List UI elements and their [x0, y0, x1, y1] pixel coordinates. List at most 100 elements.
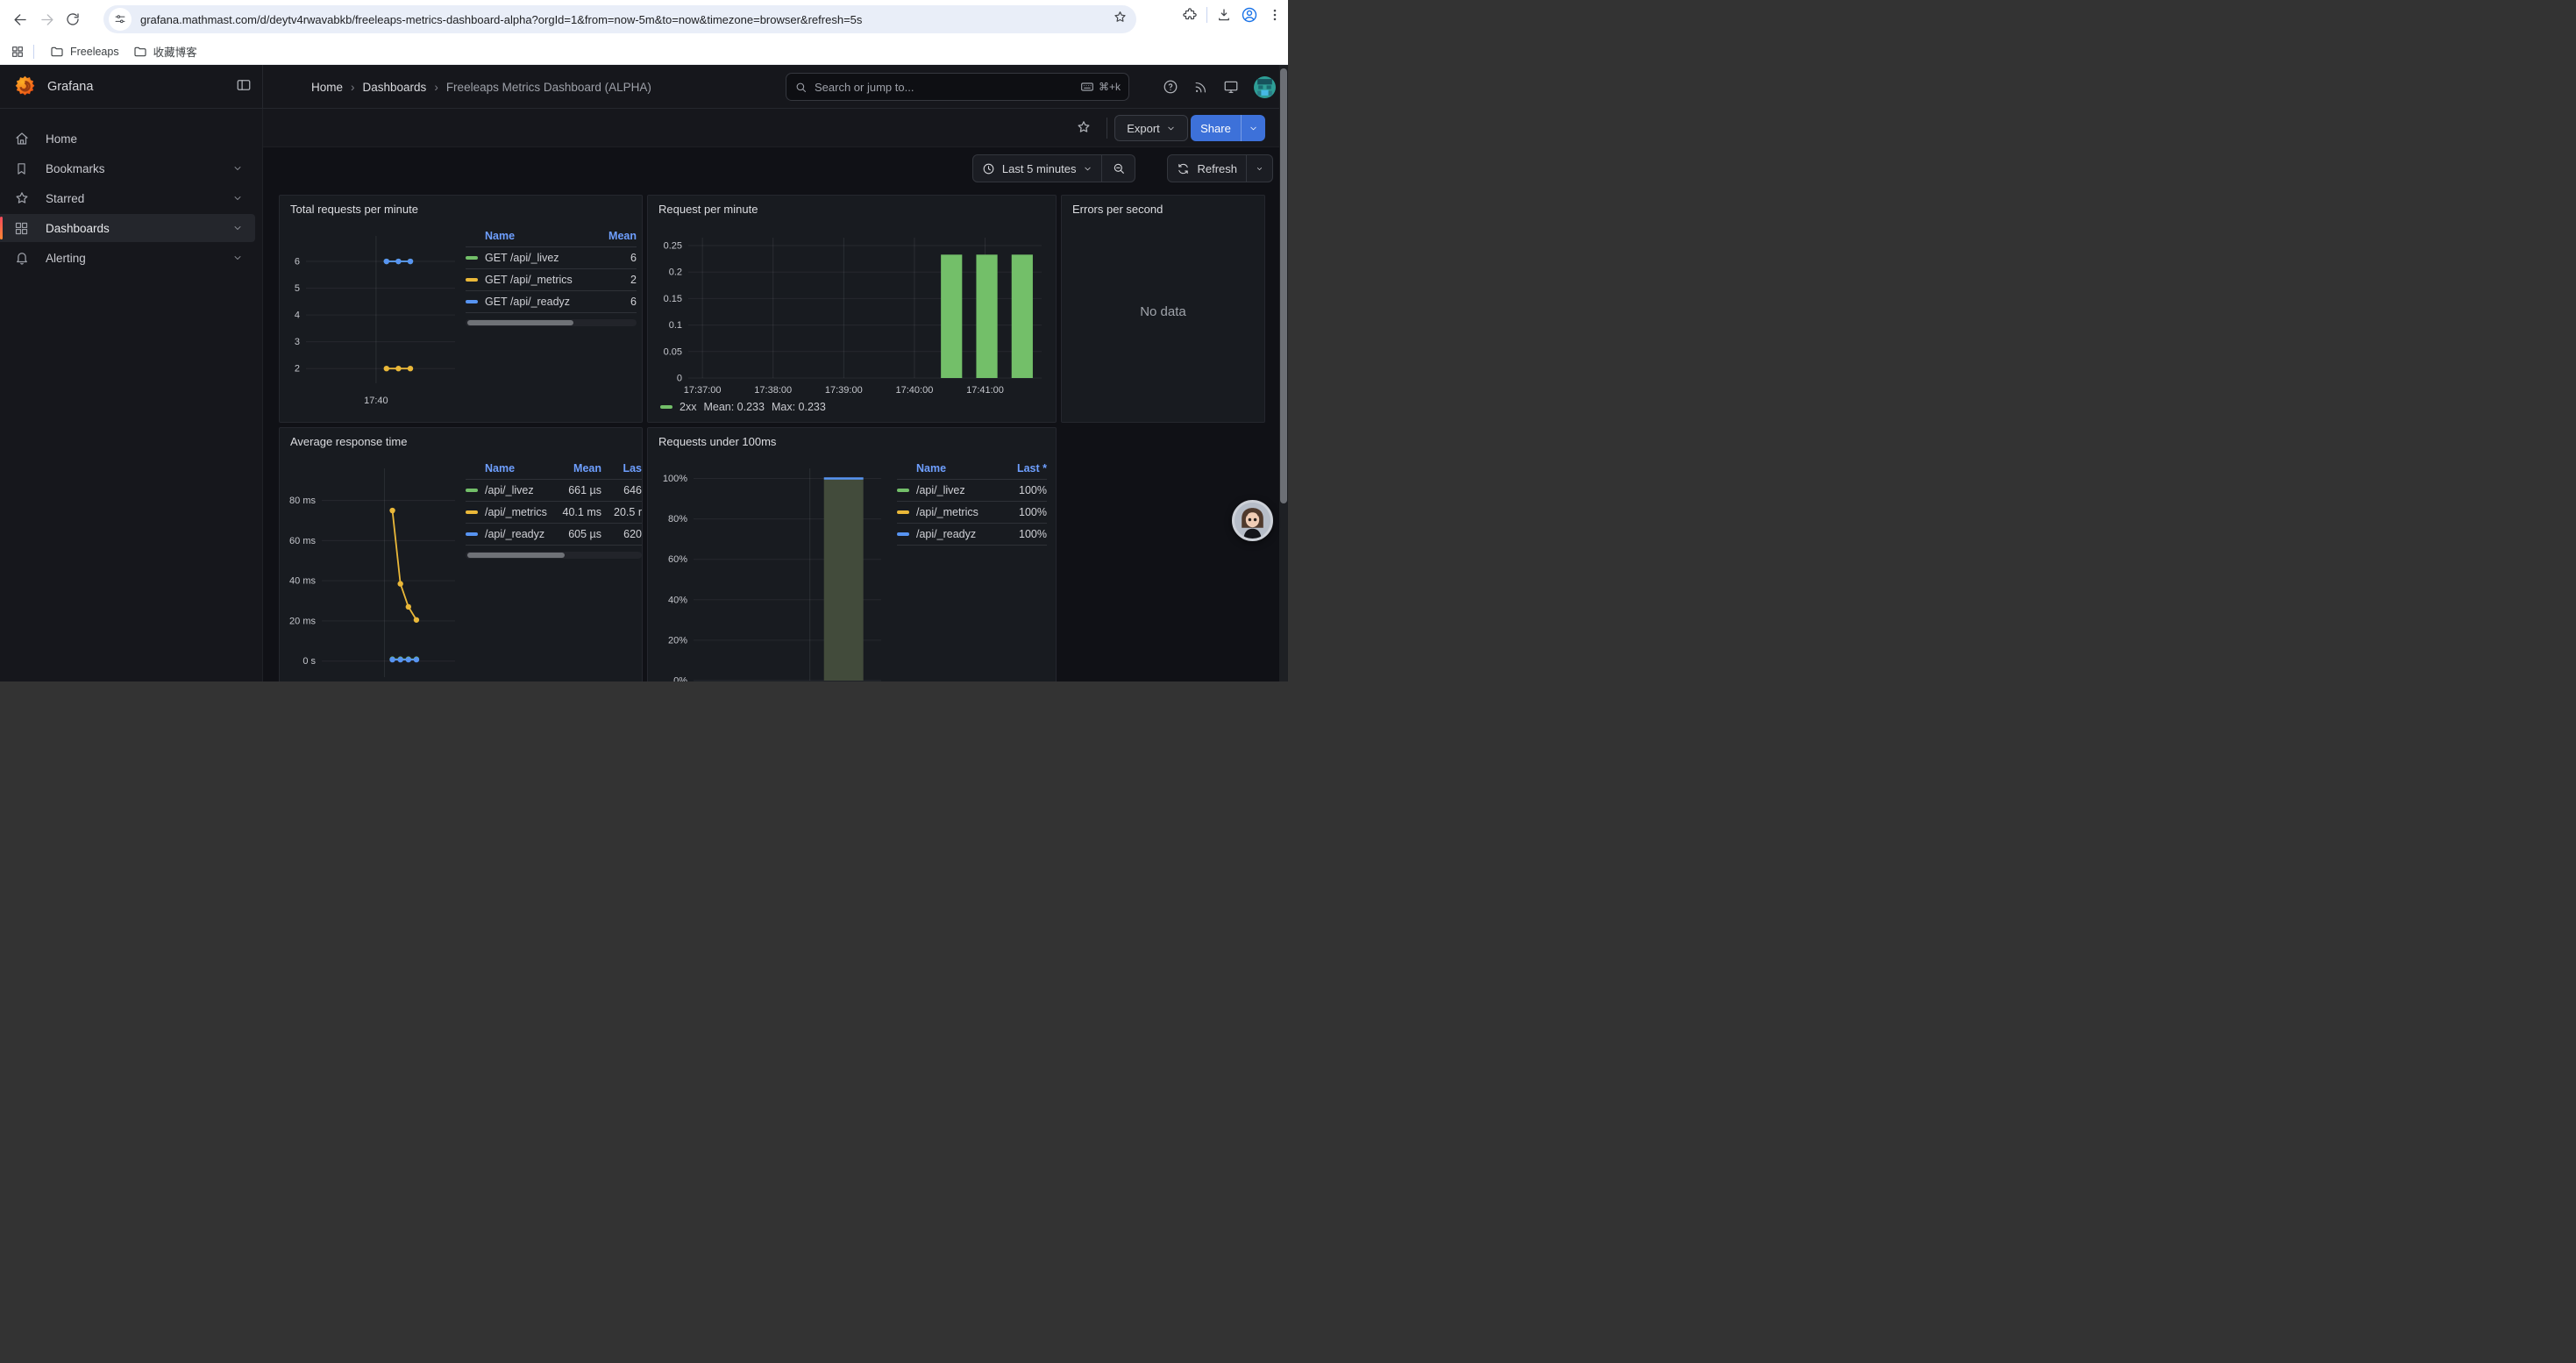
reload-button[interactable] — [60, 6, 86, 32]
site-settings-icon[interactable] — [109, 8, 132, 31]
forward-button[interactable] — [33, 6, 60, 32]
grafana-logo[interactable] — [13, 75, 37, 98]
legend-row: /api/_readyz100% — [897, 524, 1047, 546]
browser-menu-icon[interactable] — [1267, 7, 1283, 23]
series-swatch — [466, 489, 478, 492]
legend-row: /api/_readyz605 µs620 — [466, 524, 642, 546]
svg-text:0.15: 0.15 — [664, 294, 682, 304]
chevron-down-icon[interactable] — [232, 223, 243, 233]
folder-icon — [50, 45, 64, 59]
series-name[interactable]: /api/_readyz — [897, 528, 996, 540]
bookmark-folder-blogs[interactable]: 收藏博客 — [126, 39, 204, 63]
svg-text:0: 0 — [677, 374, 682, 384]
sidebar-toggle-icon[interactable] — [236, 77, 252, 97]
svg-text:0.2: 0.2 — [669, 268, 682, 278]
panel-average-response-time: Average response time 80 ms60 ms40 ms20 … — [279, 427, 643, 682]
sidebar-item-dashboards[interactable]: Dashboards — [0, 214, 255, 242]
series-swatch — [897, 510, 909, 514]
refresh-interval-dropdown[interactable] — [1247, 154, 1273, 182]
legend-column-header[interactable]: Mean — [547, 462, 601, 475]
legend-column-header[interactable]: Name — [466, 462, 547, 475]
series-name[interactable]: /api/_readyz — [466, 528, 547, 540]
browser-actions — [1182, 6, 1283, 24]
legend-column-header[interactable]: Mean — [591, 230, 637, 242]
legend-column-header[interactable]: Name — [466, 230, 591, 242]
svg-text:17:38:00: 17:38:00 — [754, 385, 792, 396]
legend-table: NameLast */api/_livez100%/api/_metrics10… — [897, 458, 1047, 546]
chevron-down-icon[interactable] — [232, 163, 243, 174]
series-name[interactable]: GET /api/_livez — [466, 252, 591, 264]
svg-text:60%: 60% — [668, 554, 687, 565]
panel-title: Requests under 100ms — [648, 428, 1056, 448]
series-name[interactable]: /api/_livez — [897, 484, 996, 496]
assistant-avatar[interactable] — [1232, 500, 1273, 541]
time-range-label: Last 5 minutes — [1002, 162, 1077, 175]
zoom-out-icon — [1112, 161, 1126, 175]
series-swatch — [466, 300, 478, 303]
search-input[interactable] — [815, 81, 1080, 94]
legend-column-header[interactable]: Name — [897, 462, 996, 475]
sidebar-item-alerting[interactable]: Alerting — [0, 244, 255, 272]
time-range-picker[interactable]: Last 5 minutes — [972, 154, 1103, 182]
svg-text:0.1: 0.1 — [669, 320, 682, 331]
breadcrumb-separator: › — [434, 81, 438, 94]
export-button[interactable]: Export — [1114, 115, 1188, 141]
no-data-message: No data — [1062, 304, 1264, 319]
sidebar-item-starred[interactable]: Starred — [0, 184, 255, 212]
share-dropdown-button[interactable] — [1241, 115, 1265, 141]
series-name[interactable]: 2xx — [680, 401, 696, 413]
news-rss-icon[interactable] — [1193, 80, 1208, 95]
sidebar-item-home[interactable]: Home — [0, 125, 255, 153]
legend-table: NameMeanLas/api/_livez661 µs646/api/_met… — [466, 458, 642, 559]
breadcrumb-dashboards[interactable]: Dashboards — [363, 81, 427, 94]
bookmarks-bar: Freeleaps 收藏博客 — [0, 39, 1288, 65]
favorite-star-icon[interactable] — [1076, 119, 1092, 139]
sidebar-item-bookmarks[interactable]: Bookmarks — [0, 154, 255, 182]
legend-column-header[interactable]: Last * — [996, 462, 1047, 475]
chevron-down-icon[interactable] — [232, 193, 243, 203]
total-requests-chart: 6543217:40 — [283, 229, 464, 410]
back-button[interactable] — [7, 6, 33, 32]
profile-icon[interactable] — [1241, 6, 1258, 24]
legend-value: 646 — [601, 484, 642, 496]
legend-row: /api/_livez100% — [897, 480, 1047, 502]
url-bar[interactable]: grafana.mathmast.com/d/deytv4rwavabkb/fr… — [103, 5, 1136, 33]
svg-text:2: 2 — [295, 364, 300, 375]
series-name[interactable]: GET /api/_metrics — [466, 274, 591, 286]
share-button[interactable]: Share — [1191, 115, 1241, 141]
monitor-icon[interactable] — [1223, 79, 1239, 95]
search-box[interactable]: ⌘+k — [786, 73, 1129, 101]
page-scrollbar — [1279, 65, 1288, 682]
scrollbar-thumb[interactable] — [1280, 68, 1287, 503]
apps-grid-icon[interactable] — [11, 45, 25, 59]
breadcrumb-home[interactable]: Home — [311, 81, 343, 94]
chevron-down-icon[interactable] — [232, 253, 243, 263]
extensions-icon[interactable] — [1182, 7, 1198, 23]
series-name[interactable]: GET /api/_readyz — [466, 296, 591, 308]
downloads-icon[interactable] — [1216, 7, 1232, 23]
series-name[interactable]: /api/_metrics — [897, 506, 996, 518]
star-icon — [14, 190, 32, 206]
legend-value: 2 — [591, 274, 637, 286]
series-name[interactable]: /api/_livez — [466, 484, 547, 496]
svg-text:20 ms: 20 ms — [289, 616, 316, 626]
series-name[interactable]: /api/_metrics — [466, 506, 547, 518]
zoom-out-button[interactable] — [1102, 154, 1135, 182]
svg-text:17:40:00: 17:40:00 — [896, 385, 934, 396]
requests-under-100ms-chart: 100%80%60%40%20%0%17:40 — [655, 461, 890, 682]
legend-h-scrollbar[interactable] — [466, 319, 637, 326]
sidebar-item-label: Starred — [46, 192, 232, 205]
help-icon[interactable] — [1163, 79, 1178, 95]
refresh-button[interactable]: Refresh — [1167, 154, 1247, 182]
bookmark-folder-freeleaps[interactable]: Freeleaps — [43, 41, 126, 62]
bookmark-star-icon[interactable] — [1113, 10, 1128, 29]
legend-value: 620 — [601, 528, 642, 540]
panel-title: Total requests per minute — [280, 196, 642, 216]
user-avatar[interactable] — [1254, 76, 1276, 98]
legend-column-header[interactable]: Las — [601, 462, 642, 475]
legend-h-scrollbar[interactable] — [466, 552, 642, 559]
series-swatch — [466, 278, 478, 282]
grafana-app: Grafana Home › Dashboards › Freeleaps Me… — [0, 65, 1288, 682]
legend-table: NameMeanGET /api/_livez6GET /api/_metric… — [466, 225, 637, 326]
svg-text:40 ms: 40 ms — [289, 576, 316, 587]
